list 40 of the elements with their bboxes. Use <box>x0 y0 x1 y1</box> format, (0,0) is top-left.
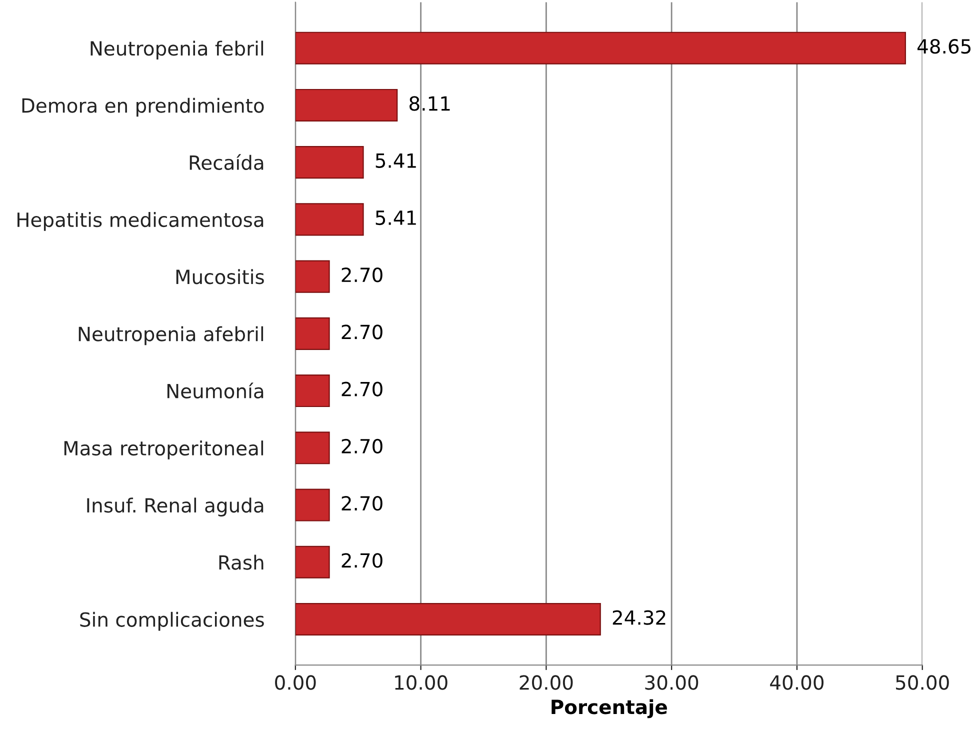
y-tick-label: Neutropenia febril <box>90 40 264 60</box>
bar <box>295 432 330 464</box>
data-label: 8.11 <box>410 96 450 111</box>
bar <box>295 603 601 636</box>
bar <box>295 317 330 350</box>
data-label: 5.41 <box>376 210 416 226</box>
y-tick-label: Rash <box>219 554 264 570</box>
data-label: 2.70 <box>342 382 382 396</box>
x-tick-label: 50.00 <box>896 675 949 690</box>
y-tick-label: Insuf. Renal aguda <box>87 498 264 516</box>
x-tick-label: 10.00 <box>395 675 448 690</box>
data-label: 2.70 <box>342 496 382 511</box>
bar <box>295 374 330 408</box>
x-tick-label: 30.00 <box>645 675 698 690</box>
data-label: 5.41 <box>376 154 416 168</box>
data-label: 2.70 <box>342 267 382 282</box>
y-tick-label: Mucositis <box>176 269 264 284</box>
y-tick-label: Neutropenia afebril <box>78 326 264 346</box>
data-label: 2.70 <box>342 438 382 454</box>
bar <box>295 260 330 293</box>
x-tick-label: 40.00 <box>770 675 824 690</box>
y-tick-label: Hepatitis medicamentosa <box>18 212 264 231</box>
bar <box>295 88 398 122</box>
bar <box>295 32 906 64</box>
data-label: 24.32 <box>612 610 666 625</box>
y-tick-label: Recaída <box>190 154 264 170</box>
x-tick-label: 20.00 <box>520 675 573 690</box>
data-label: 2.70 <box>342 553 382 568</box>
x-axis-title: Porcentaje <box>552 699 667 718</box>
y-tick-label: Demora en prendimiento <box>22 98 264 117</box>
y-tick-label: Neumonía <box>167 382 264 398</box>
data-label: 48.65 <box>917 39 970 54</box>
data-label: 2.70 <box>342 324 382 340</box>
y-tick-label: Sin complicaciones <box>80 612 264 631</box>
y-tick-label: Masa retroperitoneal <box>64 440 264 460</box>
bar <box>295 203 364 236</box>
bar <box>295 146 364 179</box>
bar <box>295 488 330 522</box>
x-tick-label: 0.00 <box>275 675 316 690</box>
bar <box>295 546 330 578</box>
